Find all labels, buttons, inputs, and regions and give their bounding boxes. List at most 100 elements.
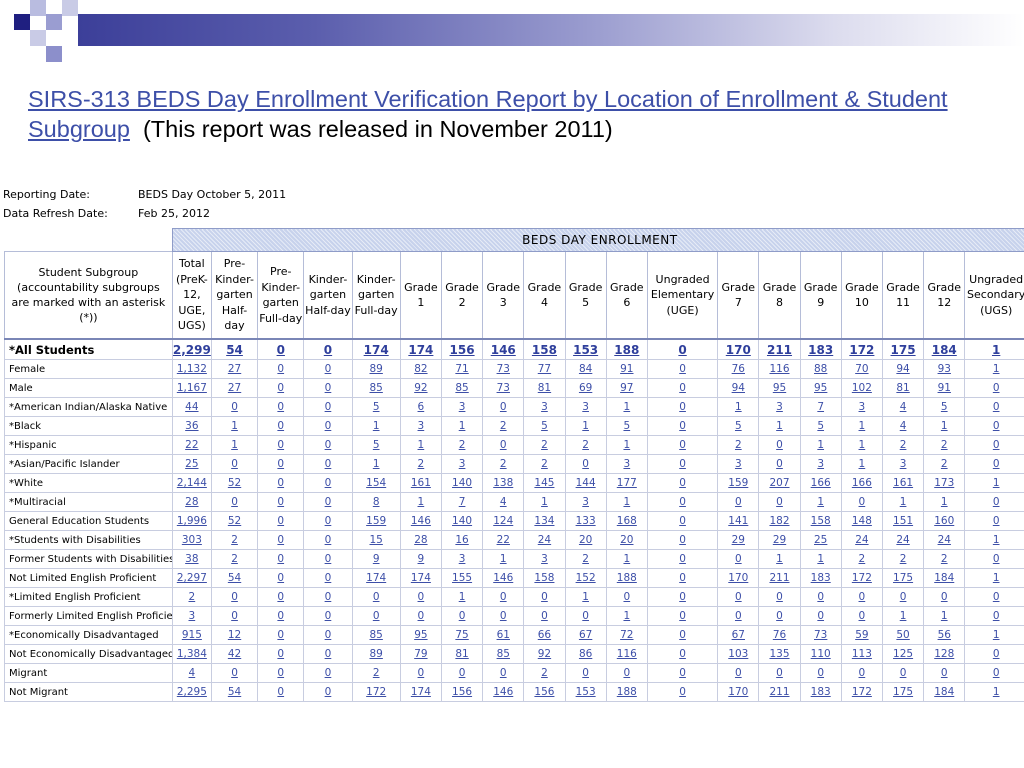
enrollment-count-link[interactable]: 124 [482,511,525,531]
enrollment-count-link[interactable]: 5 [351,397,401,417]
enrollment-count-link[interactable]: 0 [646,338,719,360]
enrollment-count-link[interactable]: 0 [646,587,719,607]
enrollment-count-link[interactable]: 2 [564,549,607,569]
enrollment-count-link[interactable]: 168 [605,511,648,531]
enrollment-count-link[interactable]: 82 [399,359,442,379]
enrollment-count-link[interactable]: 85 [351,378,401,398]
enrollment-count-link[interactable]: 1,132 [171,359,212,379]
enrollment-count-link[interactable]: 134 [523,511,566,531]
enrollment-count-link[interactable]: 156 [440,338,484,360]
enrollment-count-link[interactable]: 0 [303,606,353,626]
enrollment-count-link[interactable]: 2 [523,454,566,474]
enrollment-count-link[interactable]: 0 [923,663,966,683]
enrollment-count-link[interactable]: 0 [257,397,305,417]
enrollment-count-link[interactable]: 3 [564,492,607,512]
enrollment-count-link[interactable]: 0 [303,625,353,645]
enrollment-count-link[interactable]: 152 [564,568,607,588]
enrollment-count-link[interactable]: 2 [881,435,925,455]
enrollment-count-link[interactable]: 1 [964,682,1024,702]
enrollment-count-link[interactable]: 2 [564,435,607,455]
enrollment-count-link[interactable]: 0 [257,473,305,493]
enrollment-count-link[interactable]: 2,297 [171,568,212,588]
enrollment-count-link[interactable]: 1 [605,549,648,569]
enrollment-count-link[interactable]: 158 [799,511,842,531]
enrollment-count-link[interactable]: 0 [840,492,883,512]
enrollment-count-link[interactable]: 0 [303,682,353,702]
enrollment-count-link[interactable]: 0 [351,606,401,626]
enrollment-count-link[interactable]: 27 [210,378,259,398]
enrollment-count-link[interactable]: 1 [964,473,1024,493]
enrollment-count-link[interactable]: 0 [257,625,305,645]
enrollment-count-link[interactable]: 0 [257,568,305,588]
enrollment-count-link[interactable]: 2 [482,454,525,474]
enrollment-count-link[interactable]: 0 [482,435,525,455]
enrollment-count-link[interactable]: 146 [482,338,525,360]
enrollment-count-link[interactable]: 3 [564,397,607,417]
enrollment-count-link[interactable]: 184 [923,682,966,702]
enrollment-count-link[interactable]: 1 [605,492,648,512]
enrollment-count-link[interactable]: 2 [440,435,484,455]
enrollment-count-link[interactable]: 0 [399,606,442,626]
enrollment-count-link[interactable]: 1 [440,587,484,607]
enrollment-count-link[interactable]: 0 [646,397,719,417]
enrollment-count-link[interactable]: 72 [605,625,648,645]
report-title-link[interactable]: SIRS-313 BEDS Day Enrollment Verificatio… [28,86,948,142]
enrollment-count-link[interactable]: 0 [840,606,883,626]
enrollment-count-link[interactable]: 2 [923,549,966,569]
enrollment-count-link[interactable]: 3 [399,416,442,436]
enrollment-count-link[interactable]: 183 [799,682,842,702]
enrollment-count-link[interactable]: 0 [257,530,305,550]
enrollment-count-link[interactable]: 93 [923,359,966,379]
enrollment-count-link[interactable]: 2 [171,587,212,607]
enrollment-count-link[interactable]: 54 [210,682,259,702]
enrollment-count-link[interactable]: 0 [303,416,353,436]
enrollment-count-link[interactable]: 0 [964,416,1024,436]
enrollment-count-link[interactable]: 0 [257,359,305,379]
enrollment-count-link[interactable]: 184 [923,568,966,588]
enrollment-count-link[interactable]: 66 [523,625,566,645]
enrollment-count-link[interactable]: 1 [399,492,442,512]
enrollment-count-link[interactable]: 3 [440,454,484,474]
enrollment-count-link[interactable]: 9 [351,549,401,569]
enrollment-count-link[interactable]: 38 [171,549,212,569]
enrollment-count-link[interactable]: 146 [482,568,525,588]
enrollment-count-link[interactable]: 0 [646,663,719,683]
enrollment-count-link[interactable]: 29 [758,530,801,550]
enrollment-count-link[interactable]: 0 [717,587,760,607]
enrollment-count-link[interactable]: 81 [881,378,925,398]
enrollment-count-link[interactable]: 1 [799,435,842,455]
enrollment-count-link[interactable]: 0 [605,587,648,607]
enrollment-count-link[interactable]: 5 [799,416,842,436]
enrollment-count-link[interactable]: 140 [440,511,484,531]
enrollment-count-link[interactable]: 2 [523,435,566,455]
enrollment-count-link[interactable]: 138 [482,473,525,493]
enrollment-count-link[interactable]: 70 [840,359,883,379]
enrollment-count-link[interactable]: 0 [646,549,719,569]
enrollment-count-link[interactable]: 0 [257,511,305,531]
enrollment-count-link[interactable]: 85 [351,625,401,645]
enrollment-count-link[interactable]: 91 [605,359,648,379]
enrollment-count-link[interactable]: 0 [646,473,719,493]
enrollment-count-link[interactable]: 1 [440,416,484,436]
enrollment-count-link[interactable]: 1,384 [171,644,212,664]
enrollment-count-link[interactable]: 1 [923,606,966,626]
enrollment-count-link[interactable]: 0 [646,625,719,645]
enrollment-count-link[interactable]: 156 [523,682,566,702]
enrollment-count-link[interactable]: 9 [399,549,442,569]
enrollment-count-link[interactable]: 1 [523,492,566,512]
enrollment-count-link[interactable]: 2 [523,663,566,683]
enrollment-count-link[interactable]: 0 [257,644,305,664]
enrollment-count-link[interactable]: 0 [210,492,259,512]
enrollment-count-link[interactable]: 1 [923,492,966,512]
enrollment-count-link[interactable]: 12 [210,625,259,645]
enrollment-count-link[interactable]: 0 [257,454,305,474]
enrollment-count-link[interactable]: 81 [523,378,566,398]
enrollment-count-link[interactable]: 0 [646,454,719,474]
enrollment-count-link[interactable]: 172 [840,682,883,702]
enrollment-count-link[interactable]: 170 [717,338,760,360]
enrollment-count-link[interactable]: 0 [482,606,525,626]
enrollment-count-link[interactable]: 0 [799,587,842,607]
enrollment-count-link[interactable]: 0 [840,663,883,683]
enrollment-count-link[interactable]: 3 [440,549,484,569]
enrollment-count-link[interactable]: 161 [399,473,442,493]
